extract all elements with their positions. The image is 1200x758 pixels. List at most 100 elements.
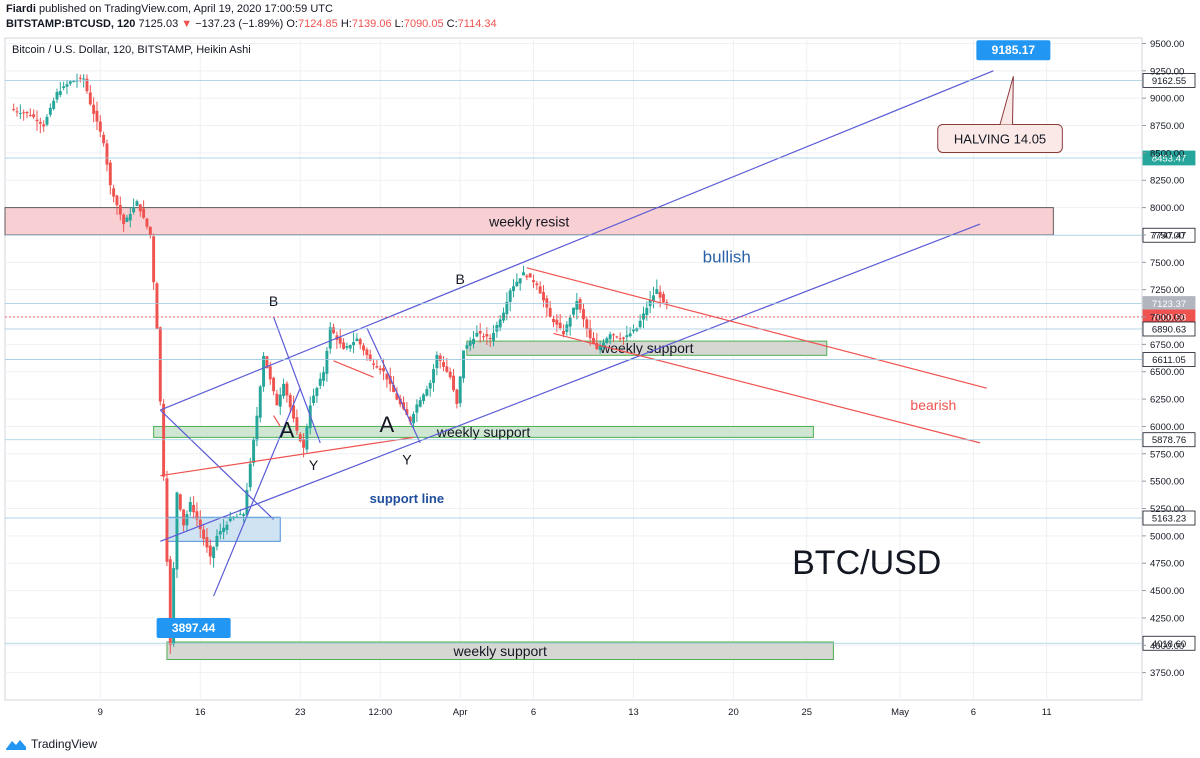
x-tick-label: 6 xyxy=(971,707,976,718)
candle-body xyxy=(495,324,499,332)
candle-body xyxy=(385,373,389,380)
candle-body xyxy=(345,346,349,348)
candle-body xyxy=(68,81,72,84)
candle-body xyxy=(595,342,599,350)
annotation: bearish xyxy=(910,397,956,413)
candle-body xyxy=(475,332,479,337)
candle-body xyxy=(62,86,66,88)
candle-body xyxy=(325,350,329,374)
candle-body xyxy=(258,386,262,418)
candle-body xyxy=(212,546,216,559)
publish-info: Fiardi published on TradingView.com, Apr… xyxy=(6,3,333,15)
candle-body xyxy=(155,283,159,329)
candle-body xyxy=(388,375,392,385)
level-badge-label: 5878.76 xyxy=(1152,435,1186,446)
candle-body xyxy=(402,402,406,409)
candle-body xyxy=(592,337,595,344)
price-change: −137.23 (−1.89%) xyxy=(195,18,284,30)
candle-body xyxy=(365,349,369,356)
annotation: Y xyxy=(402,452,412,468)
candle-body xyxy=(172,568,176,645)
high-label: H: xyxy=(340,18,352,30)
candle-body xyxy=(185,514,189,526)
candle-body xyxy=(638,320,642,328)
y-tick-label: 5250.00 xyxy=(1150,504,1184,515)
annotation: BTC/USD xyxy=(792,544,941,582)
x-tick-label: 16 xyxy=(195,707,206,718)
open-value: 7124.85 xyxy=(297,18,338,30)
candle-body xyxy=(178,494,182,510)
candle-body xyxy=(562,331,565,335)
close-label: C: xyxy=(446,18,458,30)
zone xyxy=(153,425,814,438)
candle-body xyxy=(202,529,206,539)
level-badge-label: 7000.98 xyxy=(1152,312,1186,323)
y-tick-label: 4500.00 xyxy=(1150,586,1184,597)
halving-callout xyxy=(937,123,1063,153)
candle-body xyxy=(362,345,366,351)
candle-body xyxy=(122,214,126,225)
candle-body xyxy=(162,403,166,477)
candle-body xyxy=(22,112,26,114)
zone xyxy=(166,641,834,661)
y-tick-label: 8750.00 xyxy=(1150,121,1184,132)
y-tick-label: 8250.00 xyxy=(1150,176,1184,187)
candle-body xyxy=(128,213,132,221)
zone-label: weekly resist xyxy=(488,213,569,229)
y-tick-label: 8500.00 xyxy=(1150,148,1184,159)
candle-body xyxy=(508,290,512,302)
callout-label: 3897.44 xyxy=(172,621,216,635)
candles xyxy=(12,73,669,654)
callout-label: HALVING 14.05 xyxy=(954,131,1046,146)
level-badge-label: 8453.47 xyxy=(1152,153,1186,164)
chart-title: Bitcoin / U.S. Dollar, 120, BITSTAMP, He… xyxy=(12,44,251,56)
candle-body xyxy=(462,350,465,379)
candle-body xyxy=(652,295,655,302)
candle-body xyxy=(428,382,432,389)
candle-body xyxy=(518,278,522,284)
candle-body xyxy=(408,416,412,422)
candle-body xyxy=(342,342,346,349)
candle-body xyxy=(118,205,122,215)
candle-body xyxy=(465,345,469,349)
candle-body xyxy=(88,92,92,105)
open-label: O: xyxy=(286,18,298,30)
tradingview-logo-icon xyxy=(6,740,26,750)
price-chart[interactable]: weekly resist weekly support weekly suppor… xyxy=(0,34,1200,734)
trendline xyxy=(553,332,981,444)
candle-body xyxy=(572,307,575,315)
y-tick-label: 6500.00 xyxy=(1150,367,1184,378)
candle-body xyxy=(662,294,665,303)
candle-body xyxy=(218,531,222,535)
candle-body xyxy=(498,319,502,328)
y-tick-label: 7500.00 xyxy=(1150,258,1184,269)
annotation: A xyxy=(280,417,295,442)
candle-body xyxy=(302,438,306,448)
candle-body xyxy=(238,514,242,516)
candle-body xyxy=(338,337,342,344)
candle-body xyxy=(75,80,79,82)
candle-body xyxy=(255,415,259,441)
candle-body xyxy=(502,312,505,321)
candle-body xyxy=(252,439,256,464)
candle-body xyxy=(242,514,246,516)
candle-body xyxy=(48,107,52,115)
y-tick-label: 6250.00 xyxy=(1150,395,1184,406)
y-tick-label: 7000.00 xyxy=(1150,313,1184,324)
y-tick-label: 8000.00 xyxy=(1150,203,1184,214)
time-axis[interactable]: 9 16 23 12:00 Apr 6 13 20 25 May 6 11 xyxy=(98,707,1052,718)
y-tick-label: 9000.00 xyxy=(1150,94,1184,105)
y-tick-label: 3750.00 xyxy=(1150,668,1184,679)
price-axis[interactable]: 3750.00 4000.00 4250.00 4500.00 4750.00 5000.… xyxy=(1142,39,1184,679)
y-tick-label: 5750.00 xyxy=(1150,449,1184,460)
candle-body xyxy=(492,332,495,341)
candle-body xyxy=(25,111,29,114)
candle-body xyxy=(52,100,56,109)
candle-body xyxy=(632,329,635,332)
candle-body xyxy=(132,207,136,213)
candle-body xyxy=(655,289,659,295)
candle-body xyxy=(412,413,416,424)
footer-brand[interactable]: TradingView xyxy=(6,735,97,753)
author-name[interactable]: Fiardi xyxy=(6,3,36,15)
